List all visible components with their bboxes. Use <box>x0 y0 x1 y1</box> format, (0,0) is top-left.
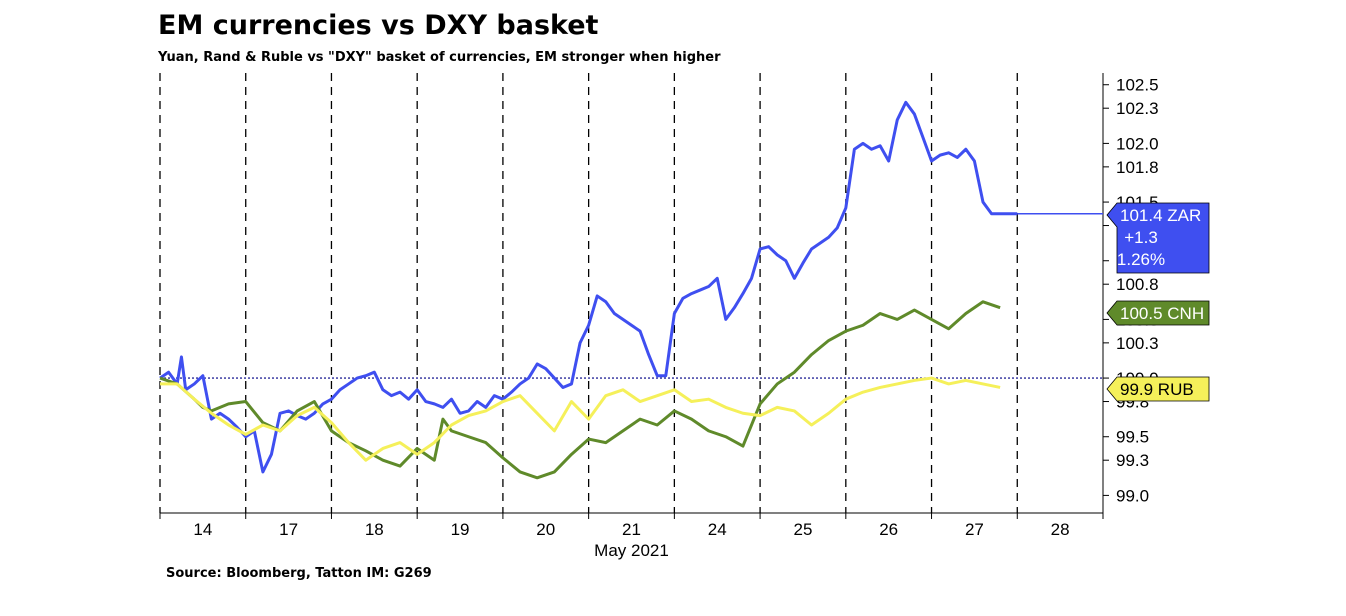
chart-end-labels: 101.4 ZAR +1.3 1.26% 100.5 CNH 99.9 RUB <box>1017 202 1210 402</box>
chart-subtitle: Yuan, Rand & Ruble vs "DXY" basket of cu… <box>158 50 721 65</box>
y-tick-label: 100.8 <box>1116 275 1159 294</box>
x-tick-label: 21 <box>622 520 641 539</box>
x-tick-label: 28 <box>1051 520 1070 539</box>
y-tick-label: 101.8 <box>1116 158 1159 177</box>
x-tick-label: 27 <box>965 520 984 539</box>
y-tick-label: 102.0 <box>1116 134 1159 153</box>
x-tick-label: 26 <box>879 520 898 539</box>
x-tick-label: 14 <box>193 520 212 539</box>
cnh-end-label-text: 100.5 CNH <box>1120 304 1204 323</box>
chart-axes: 99.099.399.599.8100.0100.3100.5100.8101.… <box>159 73 1159 560</box>
x-axis-label: May 2021 <box>594 541 669 560</box>
y-tick-label: 100.3 <box>1116 334 1159 353</box>
y-tick-label: 99.3 <box>1116 451 1149 470</box>
chart-title: EM currencies vs DXY basket <box>158 10 599 41</box>
zar-end-label-text: 101.4 ZAR <box>1120 206 1201 225</box>
rub-end-label-box <box>1106 376 1210 402</box>
y-tick-label: 99.0 <box>1116 486 1149 505</box>
y-tick-label: 102.5 <box>1116 76 1159 95</box>
x-tick-label: 25 <box>793 520 812 539</box>
cnh-end-label-box <box>1106 300 1210 326</box>
x-tick-label: 18 <box>365 520 384 539</box>
zar-end-label-box <box>1106 202 1210 274</box>
y-tick-label: 102.3 <box>1116 99 1159 118</box>
series-line-cnh <box>159 300 1001 480</box>
zar-end-label-text: 1.26% <box>1117 250 1165 269</box>
rub-end-label-text: 99.9 RUB <box>1120 380 1194 399</box>
x-tick-label: 19 <box>451 520 470 539</box>
x-tick-label: 17 <box>279 520 298 539</box>
x-tick-label: 24 <box>708 520 727 539</box>
chart-series <box>159 100 1018 480</box>
series-line-rub <box>160 376 1001 462</box>
y-tick-label: 99.5 <box>1116 428 1149 447</box>
x-tick-label: 20 <box>536 520 555 539</box>
chart-source: Source: Bloomberg, Tatton IM: G269 <box>166 566 432 581</box>
zar-end-label-text: +1.3 <box>1124 228 1158 247</box>
chart-grid <box>159 73 1103 513</box>
